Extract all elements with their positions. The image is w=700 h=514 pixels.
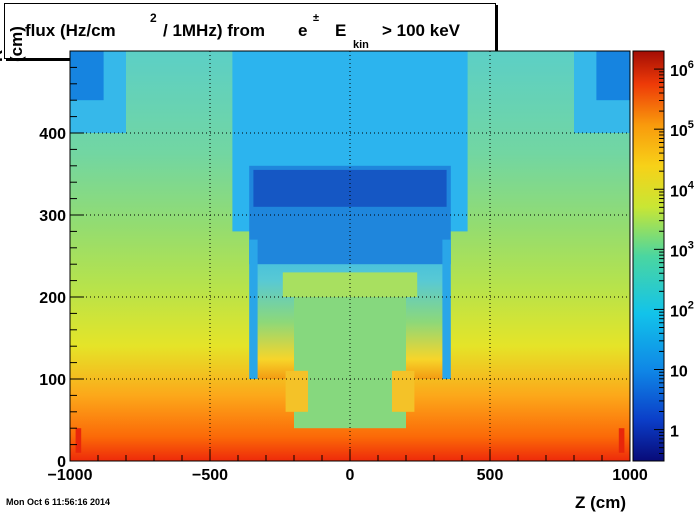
- title-particle-sup: ±: [313, 12, 320, 24]
- y-tick-label-0: 0: [57, 454, 66, 471]
- colorbar-tick-label-2: 102: [670, 299, 694, 320]
- title-particle: e: [298, 21, 308, 40]
- title-energy: E: [335, 21, 347, 40]
- title-sup: 2: [150, 11, 157, 25]
- heatmap-hotspot-inner-left: [285, 370, 308, 412]
- x-tick-label-0: −1000: [48, 467, 93, 484]
- colorbar-tick-label-0: 1: [670, 424, 679, 441]
- heatmap-region-inner-core: [294, 297, 406, 429]
- y-tick-label-4: 400: [39, 126, 66, 143]
- colorbar-tick-label-5: 105: [670, 119, 694, 140]
- colorbar-tick-label-1: 10: [670, 364, 688, 381]
- x-tick-label-1: −500: [192, 467, 228, 484]
- x-tick-label-2: 0: [346, 467, 355, 484]
- heatmap-region-inner-ring: [282, 272, 418, 297]
- heatmap-region-endcap-left-core: [70, 51, 104, 101]
- y-tick-label-1: 100: [39, 372, 66, 389]
- heatmap-region-endcap-right-core: [596, 51, 630, 101]
- heatmap-hotspot-left: [75, 428, 82, 453]
- timestamp: Mon Oct 6 11:56:16 2014: [6, 497, 111, 507]
- x-tick-label-4: 1000: [612, 467, 648, 484]
- title-mid: / 1MHz) from: [163, 21, 265, 40]
- colorbar-tick-label-3: 103: [670, 239, 694, 260]
- colorbar-tick-label-4: 104: [670, 179, 695, 200]
- heatmap-hotspot-right: [618, 428, 625, 453]
- title-energy-sub: kin: [353, 39, 369, 51]
- title-tail: > 100 keV: [382, 21, 460, 40]
- heatmap-region-wall-right: [442, 239, 451, 379]
- title-box: flux (Hz/cm 2 / 1MHz) from e ± E kin > 1…: [4, 3, 496, 59]
- x-tick-label-3: 500: [477, 467, 504, 484]
- colorbar: [632, 50, 665, 462]
- heatmap-region-wall-left: [249, 239, 258, 379]
- x-axis-label: Z (cm): [575, 493, 626, 512]
- title-lead: flux (Hz/cm: [25, 21, 116, 40]
- heatmap-region-barrel-core: [253, 169, 447, 207]
- y-tick-label-3: 300: [39, 208, 66, 225]
- y-tick-label-2: 200: [39, 290, 66, 307]
- y-axis-label: R (cm): [0, 26, 26, 62]
- heatmap-hotspot-inner-right: [392, 370, 415, 412]
- colorbar-tick-label-6: 106: [670, 59, 694, 80]
